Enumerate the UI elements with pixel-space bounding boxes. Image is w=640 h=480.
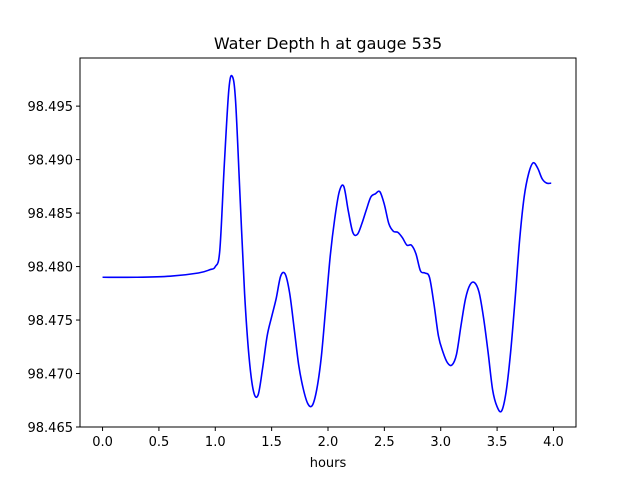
x-tick-label: 2.5 [374, 435, 395, 450]
y-tick-label: 98.485 [28, 207, 74, 222]
ticks: 0.0 0.5 1.0 1.5 2.0 2.5 3.0 3.5 4.0 98.465 98.470 9… [28, 100, 564, 450]
axes [79, 57, 577, 428]
y-tick-label: 98.465 [28, 421, 74, 436]
x-tick-label: 0.5 [149, 435, 170, 450]
chart-title: Water Depth h at gauge 535 [214, 34, 442, 53]
series-group [102, 74, 552, 413]
x-tick-label: 0.0 [92, 435, 113, 450]
plot-frame [79, 57, 577, 428]
x-tick-label: 1.0 [205, 435, 226, 450]
x-tick-label: 1.5 [261, 435, 282, 450]
x-tick-label: 4.0 [543, 435, 564, 450]
y-tick-label: 98.490 [28, 154, 74, 169]
series-line [102, 74, 552, 413]
y-tick-label: 98.480 [28, 261, 74, 276]
x-tick-label: 2.0 [318, 435, 339, 450]
x-axis-label: hours [310, 456, 347, 471]
x-tick-label: 3.5 [487, 435, 508, 450]
x-tick-label: 3.0 [430, 435, 451, 450]
y-tick-label: 98.470 [28, 368, 74, 383]
y-tick-label: 98.495 [28, 100, 74, 115]
y-tick-label: 98.475 [28, 314, 74, 329]
